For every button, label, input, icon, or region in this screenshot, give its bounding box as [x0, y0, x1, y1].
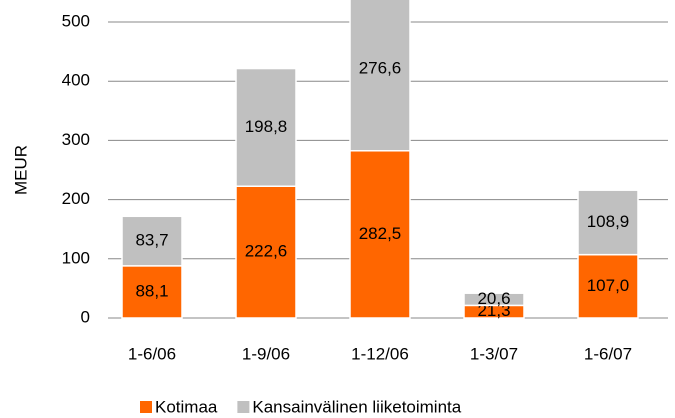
x-tick-label: 1-6/06 — [128, 344, 176, 363]
y-tick-label: 500 — [62, 11, 90, 30]
y-tick-label: 300 — [62, 130, 90, 149]
value-label: 88,1 — [135, 281, 168, 300]
legend-swatch — [237, 401, 250, 413]
bar-segment — [235, 67, 297, 187]
bar-segment — [349, 150, 411, 319]
bar-segment — [349, 0, 411, 152]
y-tick-label: 100 — [62, 248, 90, 267]
value-label: 107,0 — [587, 276, 630, 295]
bar-segment — [235, 185, 297, 319]
y-tick-label: 0 — [81, 307, 90, 326]
x-tick-label: 1-9/06 — [242, 344, 290, 363]
value-label: 222,6 — [245, 242, 288, 261]
y-tick-label: 400 — [62, 71, 90, 90]
bar-segment — [463, 292, 525, 307]
legend-label: Kotimaa — [155, 397, 218, 416]
x-tick-label: 1-12/06 — [351, 344, 409, 363]
value-label: 276,6 — [359, 58, 402, 77]
y-axis-label: MEUR — [11, 145, 30, 195]
value-label: 282,5 — [359, 224, 402, 243]
value-label: 20,6 — [477, 289, 510, 308]
value-label: 108,9 — [587, 212, 630, 231]
x-tick-label: 1-3/07 — [470, 344, 518, 363]
legend-label: Kansainvälinen liiketoiminta — [252, 397, 461, 416]
bar-segment — [577, 189, 639, 256]
legend-swatch — [140, 401, 152, 413]
bar-segment — [121, 265, 183, 319]
value-label: 83,7 — [135, 231, 168, 250]
x-tick-label: 1-6/07 — [584, 344, 632, 363]
y-tick-label: 200 — [62, 189, 90, 208]
bar-segment — [577, 253, 639, 319]
value-label: 198,8 — [245, 117, 288, 136]
bar-segment — [121, 215, 183, 267]
